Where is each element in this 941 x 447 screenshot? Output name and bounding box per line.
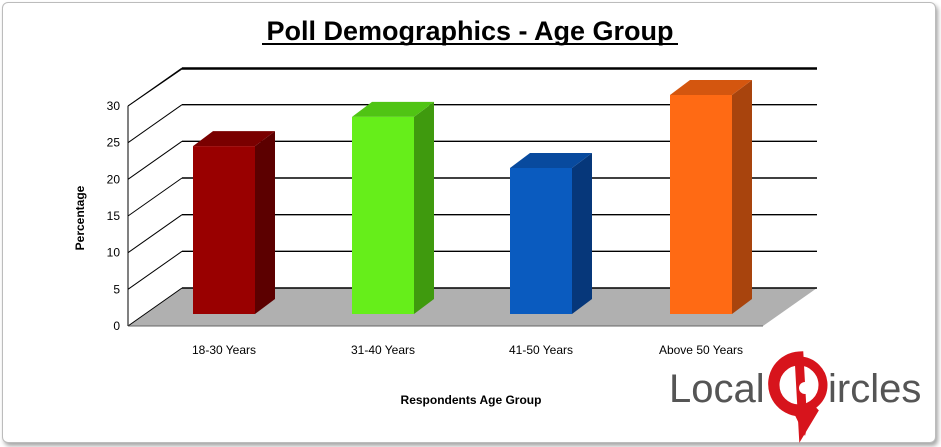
bar-side bbox=[255, 131, 275, 314]
x-tick-label: 31-40 Years bbox=[351, 343, 415, 357]
bar bbox=[352, 116, 414, 315]
logo-pin-icon bbox=[768, 351, 828, 443]
y-tick-label: 25 bbox=[107, 136, 121, 150]
bar-side bbox=[414, 101, 434, 315]
x-tick-label: 18-30 Years bbox=[192, 343, 256, 357]
logo-text-local: Local bbox=[669, 367, 765, 411]
bar-top bbox=[670, 80, 752, 95]
bar-top bbox=[510, 153, 592, 168]
bar-top bbox=[352, 101, 434, 117]
gridline-diagonal bbox=[127, 177, 183, 217]
bar bbox=[670, 95, 732, 314]
x-tick-label: 41-50 Years bbox=[509, 343, 573, 357]
logo-text-ircles: ircles bbox=[828, 367, 921, 411]
x-tick-label: Above 50 Years bbox=[659, 343, 743, 357]
y-tick-label: 20 bbox=[107, 172, 121, 186]
gridline-diagonal bbox=[127, 68, 183, 107]
bar bbox=[193, 146, 255, 314]
y-tick-label: 30 bbox=[107, 99, 121, 113]
gridline-diagonal bbox=[127, 287, 183, 327]
y-tick-label: 5 bbox=[113, 282, 120, 296]
y-tick-label: 0 bbox=[113, 319, 120, 333]
bar-side bbox=[572, 153, 592, 314]
gridline-diagonal bbox=[127, 140, 183, 180]
bar-top bbox=[193, 131, 275, 147]
bar-side bbox=[732, 80, 752, 314]
bar bbox=[510, 168, 572, 314]
y-tick-label: 15 bbox=[107, 209, 121, 223]
gridline-diagonal bbox=[127, 250, 183, 290]
plot-floor bbox=[128, 288, 817, 326]
gridline-diagonal bbox=[127, 104, 183, 144]
chart-title: Poll Demographics - Age Group bbox=[266, 16, 673, 46]
y-tick-label: 10 bbox=[107, 246, 121, 260]
localcircles-logo: Local ircles bbox=[669, 351, 921, 443]
gridline-diagonal bbox=[127, 214, 183, 254]
x-axis-label: Respondents Age Group bbox=[401, 393, 542, 407]
y-axis-label: Percentage bbox=[73, 185, 87, 250]
plot-area: 0 5 10 15 20 25 30 18-30 Years 31-40 Years 41-50 … bbox=[107, 67, 817, 357]
